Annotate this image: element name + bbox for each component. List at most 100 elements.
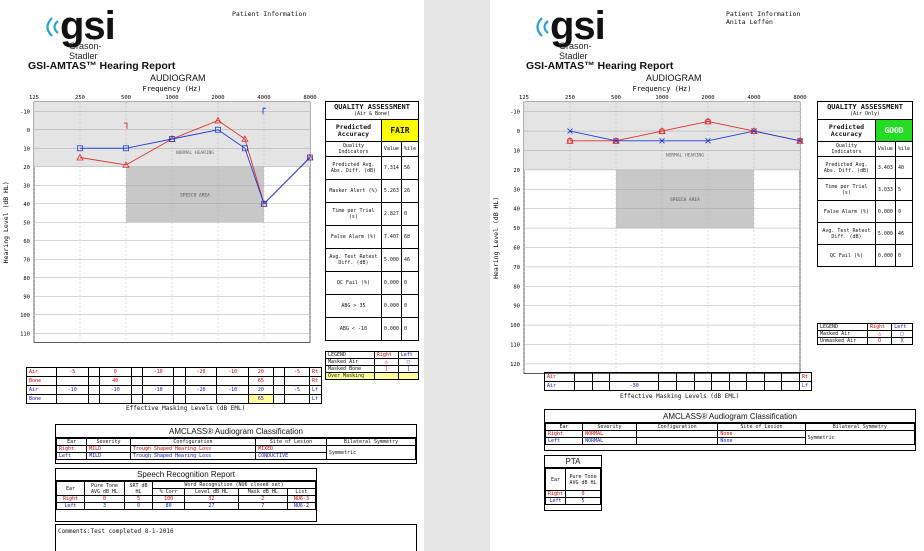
- qa-cell-name: Predicted Avg. Abs. Diff. (dB): [325, 156, 382, 180]
- qa-cell-value: 5.000: [380, 248, 402, 272]
- masking-row: Air -5 0 -10 -20 -10 20 -5 Rt: [26, 367, 322, 377]
- masking-cell: [728, 372, 748, 382]
- pta-cell-pta: 0: [565, 490, 601, 498]
- legend-symbol-right: ]: [373, 365, 399, 373]
- audiogram-title: AUDIOGRAM: [646, 73, 702, 83]
- logo-subtitle: Grason-Stadler: [69, 41, 102, 61]
- db-tick-label: 10: [513, 149, 520, 155]
- pta-panel: PTA Ear Pure Tone AVG dB HL Right 0 Left 5: [544, 455, 602, 511]
- pta-table: Ear Pure Tone AVG dB HL Right 0 Left 5: [544, 468, 601, 505]
- legend-left-header: Left: [397, 351, 420, 359]
- masking-row: Bone 40 65 Rt: [26, 376, 322, 386]
- speech-cell-list: NU6-3: [286, 495, 317, 503]
- masking-cell: [591, 372, 611, 382]
- amclass-header: Site of Lesion: [255, 438, 327, 446]
- qa-row: ABG < -10 0.000 0: [325, 317, 420, 341]
- pta-cell-ear: Right: [544, 490, 567, 498]
- legend-table: LEGEND Right Left Masked Air △ □ Unmasked A…: [817, 323, 913, 345]
- amclass-symmetry: Symmetric: [325, 445, 417, 460]
- masking-cell: [87, 394, 100, 404]
- data-point-square: [77, 145, 83, 152]
- qa-cell-name: ABG > 35: [325, 294, 382, 318]
- amclass-cell-config: Trough Shaped Hearing Loss: [129, 452, 257, 460]
- masking-cell: [98, 394, 132, 404]
- speech-cell-mask: 7: [237, 502, 288, 510]
- amclass-header: Site of Lesion: [717, 423, 806, 431]
- masking-cell: [173, 367, 186, 377]
- masking-cell: [130, 367, 143, 377]
- masking-cell: [56, 376, 89, 386]
- data-point-square: [123, 145, 129, 152]
- speech-cell-srt: 5: [124, 495, 153, 503]
- speech-cell-ear: Left: [56, 502, 85, 510]
- db-tick-label: 110: [20, 331, 30, 337]
- db-tick-label: 30: [513, 187, 520, 193]
- masking-row-label: Bone: [26, 376, 57, 386]
- data-point-triangle: [122, 161, 130, 168]
- pta-h-ear: Ear: [544, 468, 567, 491]
- freq-tick-label: 8000: [303, 95, 316, 101]
- qa-cell-name: Time per Trial (s): [817, 178, 876, 201]
- masking-cell: [675, 372, 695, 382]
- gsi-logo: gsi Grason-Stadler: [38, 6, 128, 61]
- data-point-triangle: [214, 116, 222, 124]
- amclass-header-row: Ear Severity Configuration Site of Lesion Bi…: [55, 438, 417, 446]
- amclass-header: Configuration: [129, 438, 257, 446]
- qa-title: QUALITY ASSESSMENT: [827, 103, 903, 111]
- qa-cell-pct: 0: [400, 202, 420, 226]
- data-point-triangle: [76, 153, 84, 161]
- qa-cell-value: 0.000: [380, 294, 402, 318]
- comments-text: Comments:Test completed 8-1-2016: [58, 528, 174, 535]
- speech-title: Speech Recognition Report: [56, 469, 316, 481]
- masking-cell: [763, 372, 783, 382]
- speech-cell-corr: 100: [151, 495, 186, 503]
- masking-ear: Rt: [309, 367, 322, 377]
- data-point-x: [705, 137, 711, 144]
- amclass-header: Bilateral Symmetry: [804, 423, 916, 431]
- masking-cell: [609, 372, 660, 382]
- freq-tick-label: 500: [121, 95, 131, 101]
- qa-cell-value: 5.263: [380, 179, 402, 203]
- data-point-x: [567, 128, 573, 134]
- patient-info-label: Patient Information: [726, 10, 801, 18]
- patient-name: Anita Leffen: [726, 18, 773, 26]
- masking-ear: Lf: [309, 385, 322, 395]
- masking-row-label: Air: [26, 385, 57, 395]
- freq-tick-label: 250: [75, 95, 85, 101]
- audiogram-chart: Frequency (Hz)125 250 500 1000 2000 4000 8000S…: [492, 85, 807, 375]
- data-point-square: [215, 126, 221, 133]
- masking-cell: [130, 376, 143, 386]
- masking-cell: 40: [98, 376, 132, 386]
- freq-tick-label: 500: [611, 95, 621, 101]
- amclass-header-row: Ear Severity Configuration Site of Lesion Bi…: [544, 423, 916, 431]
- qa-col-percentile: %ile: [894, 141, 914, 157]
- amclass-header: Bilateral Symmetry: [325, 438, 417, 446]
- legend-symbol-right: △: [866, 330, 893, 338]
- qa-col-value: Value: [380, 141, 402, 157]
- data-point-circle: [613, 137, 620, 144]
- quality-assessment-panel: QUALITY ASSESSMENT (Air & Bone) Predicte…: [325, 101, 420, 341]
- speech-area-label: SPEECH AREA: [180, 193, 210, 199]
- amclass-title: AMCLASS® Audiogram Classification: [545, 410, 915, 423]
- speech-h-mask: Mask dB HL: [237, 488, 288, 496]
- speech-h-ear: Ear: [56, 481, 85, 496]
- pta-cell-pta: 5: [565, 497, 601, 505]
- qa-cell-name: Avg. Test Retest Diff. (dB): [817, 222, 876, 245]
- qa-cell-pct: 46: [894, 222, 914, 245]
- masking-cell: [216, 376, 249, 386]
- qa-cell-pct: 46: [400, 248, 420, 272]
- masking-ear: Lf: [799, 381, 812, 391]
- qa-subtitle: (Air & Bone): [353, 111, 391, 117]
- speech-cell-level: 32: [184, 495, 239, 503]
- db-tick-label: 0: [517, 129, 520, 135]
- qa-cell-name: Masker Alert (%): [325, 179, 382, 203]
- amclass-cell-config: Trough Shaped Hearing Loss: [129, 445, 257, 453]
- qa-row: Time per Trial (s) 2.827 0: [325, 202, 420, 226]
- qa-cell-pct: 0: [400, 271, 420, 295]
- legend-row: Masked Air △ □: [325, 358, 420, 366]
- amclass-cell-ear: Left: [544, 437, 584, 445]
- freq-tick-label: 2000: [211, 95, 224, 101]
- pta-row: Right 0: [544, 490, 601, 498]
- audiogram-xlabel: Frequency (Hz): [142, 85, 201, 93]
- legend-title: LEGEND: [817, 323, 868, 331]
